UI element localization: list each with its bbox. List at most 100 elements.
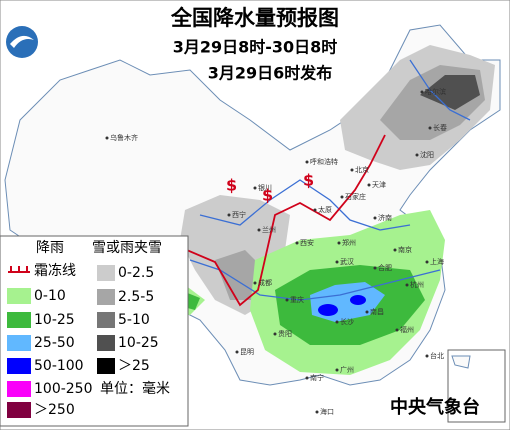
- city-dot: [313, 208, 317, 212]
- city-label: 石家庄: [345, 192, 366, 201]
- city-label: 贵阳: [278, 329, 292, 338]
- logo: [10, 35, 34, 48]
- city-label: 武汉: [340, 257, 354, 266]
- city-dot: [425, 354, 429, 358]
- city-dot: [337, 241, 341, 245]
- city-dot: [365, 310, 369, 314]
- legend-swatch: [97, 265, 115, 281]
- city-label: 杭州: [410, 280, 424, 289]
- frost-symbol: $: [262, 186, 273, 205]
- legend-frost-line: 霜冻线: [34, 262, 76, 279]
- legend-snow-title: 雪或雨夹雪: [92, 240, 162, 256]
- city-dot: [335, 260, 339, 264]
- river: [199, 179, 411, 231]
- city-dot: [227, 213, 231, 217]
- legend-label: 5-10: [118, 312, 150, 328]
- city-label: 天津: [372, 181, 386, 189]
- city-dot: [428, 126, 432, 130]
- city-label: 兰州: [262, 225, 276, 234]
- period: 3月29日8时-30日8时: [173, 38, 338, 57]
- legend-swatch: [7, 358, 31, 374]
- city-dot: [235, 350, 239, 354]
- city-label: 广州: [340, 365, 354, 374]
- city-dot: [415, 153, 419, 157]
- city-label: 海口: [320, 407, 334, 416]
- legend-swatch: [97, 312, 115, 328]
- city-label: 太原: [318, 205, 332, 214]
- city-dot: [367, 183, 371, 187]
- legend-label: 10-25: [118, 335, 159, 351]
- city-dot: [420, 90, 424, 94]
- city-dot: [253, 186, 257, 190]
- legend-label: 0-10: [34, 288, 66, 304]
- city-label: 沈阳: [420, 150, 434, 159]
- city-label: 福州: [400, 325, 414, 334]
- city-label: 哈尔滨: [425, 87, 446, 96]
- river: [409, 59, 471, 121]
- city-label: 成都: [258, 278, 272, 287]
- city-dot: [273, 332, 277, 336]
- city-dot: [395, 328, 399, 332]
- legend-swatch: [97, 289, 115, 305]
- legend-swatch: [7, 335, 31, 351]
- legend-label: 10-25: [34, 312, 75, 328]
- city-label: 合肥: [378, 263, 392, 272]
- city-dot: [315, 410, 319, 414]
- rain-area: [350, 295, 366, 305]
- city-label: 长春: [433, 123, 447, 132]
- city-dot: [335, 320, 339, 324]
- city-dot: [340, 195, 344, 199]
- city-dot: [257, 228, 261, 232]
- legend-swatch: [97, 335, 115, 351]
- legend-label: 2.5-5: [118, 289, 154, 305]
- legend-label: 100-250: [34, 381, 93, 397]
- city-label: 上海: [430, 257, 444, 266]
- legend-label: 50-100: [34, 358, 84, 374]
- city-dot: [405, 283, 409, 287]
- city-label: 南昌: [370, 307, 384, 316]
- inset-land: [451, 355, 471, 369]
- legend-frost-symbol: [8, 266, 30, 273]
- city-dot: [295, 241, 299, 245]
- city-dot: [253, 281, 257, 285]
- rain-area: [318, 304, 338, 316]
- city-dot: [373, 216, 377, 220]
- city-label: 郑州: [342, 239, 356, 247]
- river: [189, 259, 441, 301]
- legend-label: ＞25: [118, 358, 150, 374]
- city-dot: [335, 368, 339, 372]
- frost-symbol: $: [226, 176, 237, 195]
- city-label: 银川: [258, 183, 272, 192]
- legend-swatch: [7, 402, 31, 418]
- legend-label: ＞250: [34, 402, 75, 418]
- city-dot: [305, 376, 309, 380]
- legend-label: 0-2.5: [118, 265, 154, 281]
- city-label: 台北: [430, 351, 444, 360]
- city-dot: [393, 248, 397, 252]
- issued: 3月29日6时发布: [208, 64, 333, 83]
- city-label: 重庆: [290, 295, 304, 304]
- legend-rain-title: 降雨: [36, 240, 64, 256]
- city-label: 呼和浩特: [310, 157, 338, 166]
- city-label: 昆明: [240, 348, 254, 356]
- city-label: 北京: [355, 165, 369, 174]
- legend-swatch: [7, 312, 31, 328]
- legend-swatch: [7, 381, 31, 397]
- city-dot: [373, 266, 377, 270]
- legend-swatch: [97, 358, 115, 374]
- city-dot: [285, 298, 289, 302]
- city-dot: [350, 168, 354, 172]
- legend-box: [0, 235, 189, 427]
- title: 全国降水量预报图: [170, 6, 339, 30]
- city-label: 西宁: [232, 210, 246, 219]
- city-dot: [105, 136, 109, 140]
- city-dot: [305, 160, 309, 164]
- city-label: 乌鲁木齐: [110, 133, 138, 142]
- city-label: 西安: [300, 238, 314, 247]
- city-dot: [425, 260, 429, 264]
- legend-label: 25-50: [34, 335, 75, 351]
- city-label: 南京: [398, 245, 412, 254]
- city-label: 济南: [378, 213, 392, 222]
